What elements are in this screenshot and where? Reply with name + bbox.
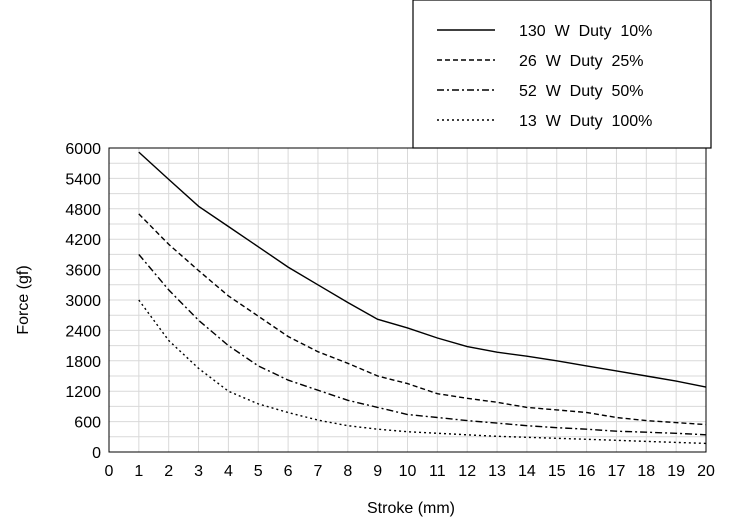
x-tick-labels: 0 1 2 3 4 5 6 7 8 9 10 11 12 13 14 15 16 17 18 19 20	[105, 463, 715, 480]
y-tick-label: 600	[74, 415, 101, 432]
x-tick-label: 7	[313, 463, 322, 480]
legend-label: 52 W Duty 50%	[519, 83, 644, 100]
series-line-1	[138, 151, 707, 388]
y-tick-label: 4800	[65, 202, 101, 219]
y-tick-label: 3600	[65, 263, 101, 280]
x-tick-label: 8	[343, 463, 352, 480]
series-layer	[138, 151, 707, 445]
x-tick-label: 17	[608, 463, 626, 480]
x-tick-label: 18	[637, 463, 655, 480]
x-tick-label: 16	[578, 463, 596, 480]
x-tick-label: 14	[518, 463, 536, 480]
x-tick-label: 1	[134, 463, 143, 480]
series-line-3	[138, 253, 707, 436]
x-tick-label: 19	[667, 463, 685, 480]
grid	[109, 148, 706, 452]
x-tick-label: 9	[373, 463, 382, 480]
y-tick-labels: 0 600 1200 1800 2400 3000 3600 4200 4800 5400 6000	[65, 141, 101, 462]
y-tick-label: 2400	[65, 323, 101, 340]
x-tick-label: 13	[488, 463, 506, 480]
y-tick-label: 0	[92, 445, 101, 462]
y-tick-label: 1800	[65, 354, 101, 371]
x-tick-label: 0	[105, 463, 114, 480]
legend: 130 W Duty 10% 26 W Duty 25% 52 W Duty 50%…	[412, 0, 712, 149]
y-tick-label: 1200	[65, 384, 101, 401]
series-line-2	[138, 213, 707, 426]
x-tick-label: 3	[194, 463, 203, 480]
legend-label: 13 W Duty 100%	[519, 113, 652, 130]
x-tick-label: 4	[224, 463, 233, 480]
y-axis-label: Force (gf)	[15, 265, 32, 334]
x-tick-label: 12	[458, 463, 476, 480]
x-tick-label: 20	[697, 463, 715, 480]
x-tick-label: 5	[254, 463, 263, 480]
legend-box	[412, 0, 712, 149]
x-tick-label: 15	[548, 463, 566, 480]
x-tick-label: 11	[429, 463, 446, 480]
plot-area-frame	[108, 147, 707, 453]
legend-label: 130 W Duty 10%	[519, 23, 652, 40]
x-axis-label: Stroke (mm)	[367, 500, 455, 517]
x-tick-label: 6	[284, 463, 293, 480]
x-tick-label: 10	[399, 463, 417, 480]
x-tick-label: 2	[164, 463, 173, 480]
y-tick-label: 3000	[65, 293, 101, 310]
y-tick-label: 4200	[65, 232, 101, 249]
y-tick-label: 6000	[65, 141, 101, 158]
y-tick-label: 5400	[65, 171, 101, 188]
legend-label: 26 W Duty 25%	[519, 53, 644, 70]
